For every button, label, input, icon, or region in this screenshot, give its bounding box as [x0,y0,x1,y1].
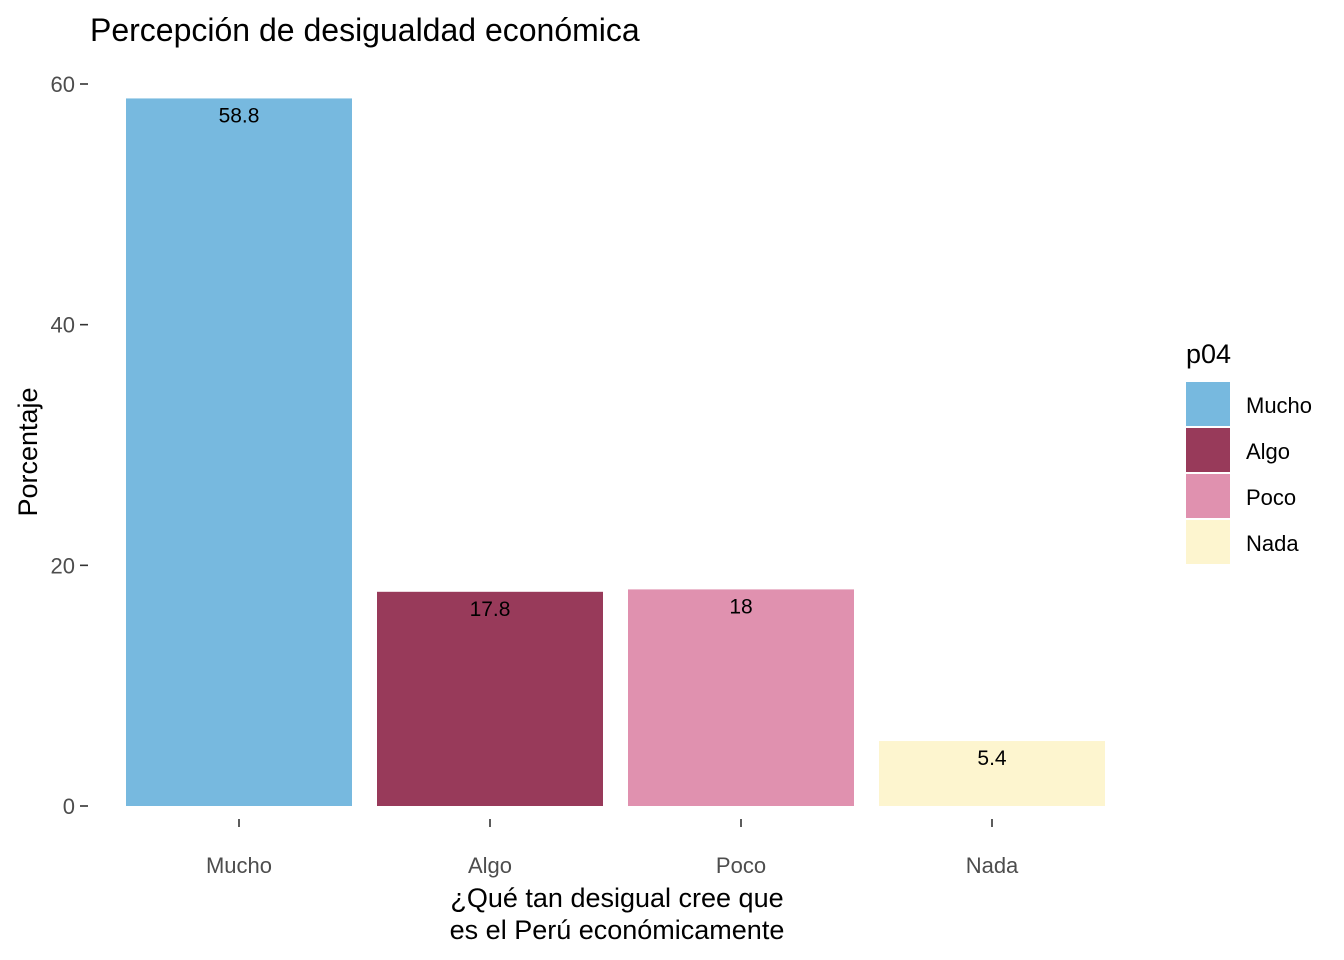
y-tick-label: 60 [51,72,75,97]
bar-mucho [126,98,352,806]
legend-label-nada: Nada [1246,531,1299,556]
legend-swatch-nada [1186,520,1230,564]
x-tick-label-algo: Algo [468,853,512,878]
legend-swatch-poco [1186,474,1230,518]
legend-label-poco: Poco [1246,485,1296,510]
x-tick-label-poco: Poco [716,853,766,878]
bar-nada [879,741,1105,806]
x-axis-title-line-1: ¿Qué tan desigual cree que [450,883,783,913]
bar-poco [628,589,854,806]
x-axis: Mucho Algo Poco Nada [206,819,1019,878]
legend-title: p04 [1186,339,1231,369]
x-tick-label-nada: Nada [966,853,1019,878]
legend-items: Mucho Algo Poco Nada [1186,382,1312,564]
x-axis-title-line-2: es el Perú económicamente [450,915,785,945]
y-axis-title: Porcentaje [13,387,43,516]
data-label-nada: 5.4 [977,747,1007,770]
x-tick-label-mucho: Mucho [206,853,272,878]
y-tick-label: 0 [63,794,75,819]
data-label-algo: 17.8 [470,598,511,621]
legend: p04 Mucho Algo Poco Nada [1186,339,1312,564]
legend-label-algo: Algo [1246,439,1290,464]
chart-title: Percepción de desigualdad económica [90,12,640,48]
y-tick-label: 20 [51,553,75,578]
legend-swatch-algo [1186,428,1230,472]
data-label-poco: 18 [729,595,752,618]
bars: 58.8 17.8 18 5.4 [126,98,1105,806]
y-axis: 0 20 40 60 [51,72,88,819]
legend-swatch-mucho [1186,382,1230,426]
bar-algo [377,591,603,806]
data-label-mucho: 58.8 [219,104,260,127]
legend-label-mucho: Mucho [1246,393,1312,418]
y-tick-label: 40 [51,313,75,338]
